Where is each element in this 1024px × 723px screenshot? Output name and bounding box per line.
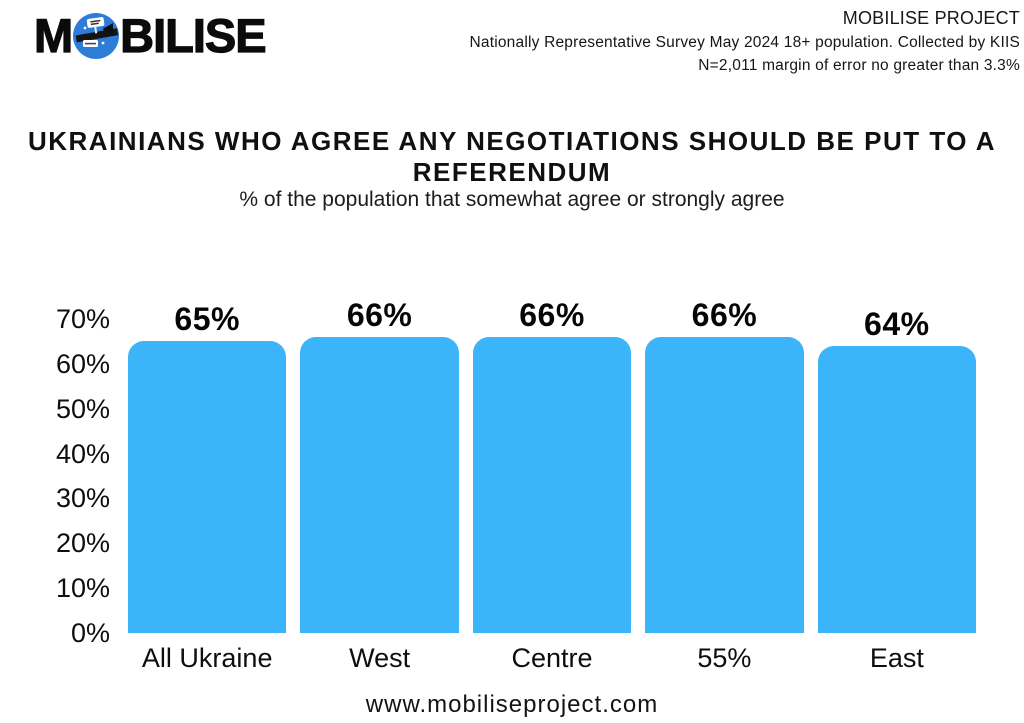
chart-title-line-2: REFERENDUM [412,157,612,187]
y-tick-label: 70% [55,304,110,334]
bar-column: 66% [300,280,459,633]
y-tick-label: 60% [55,348,110,379]
chart-title: UKRAINIANS WHO AGREE ANY NEGOTIATIONS SH… [0,126,1024,188]
bar-data-label: 66% [346,297,413,333]
x-category-label: Centre [511,643,593,673]
bar [645,337,804,633]
logo-text-prefix: M [33,8,73,62]
x-axis-labels: All Ukraine West Centre 55% East [128,643,976,674]
chart-title-line-1: UKRAINIANS WHO AGREE ANY NEGOTIATIONS SH… [27,126,997,156]
chart-subtitle: % of the population that somewhat agree … [239,188,785,211]
bar-column: 64% [817,280,977,633]
y-tick-label: 0% [70,618,110,648]
bar [128,341,287,633]
y-tick-label: 40% [55,438,110,469]
header-attribution: MOBILISE PROJECT Nationally Representati… [470,6,1021,77]
y-tick-label: 20% [55,528,110,559]
bar-data-label: 66% [519,297,585,333]
x-category-label: 55% [697,643,752,673]
project-name: MOBILISE PROJECT [842,8,1020,28]
bar-chart: 65% 66% 66% 66% 64% [128,280,977,633]
bar-column: 66% [645,280,804,633]
logo-text-suffix: BILISE [120,8,268,62]
bar [472,337,632,633]
y-tick-label: 50% [55,393,110,424]
x-category-label: All Ukraine [141,643,273,673]
survey-info: Nationally Representative Survey May 202… [469,34,1020,51]
bar-column: 65% [128,280,287,633]
bar-column: 66% [472,280,632,633]
x-category-label: East [869,643,924,673]
bar-data-label: 65% [174,301,240,337]
globe-icon [73,12,120,59]
mobilise-logo: M BILISE [33,8,268,63]
website-url: www.mobiliseproject.com [365,691,659,718]
bar-data-label: 66% [691,297,758,333]
bar [300,337,459,633]
y-tick-label: 10% [55,573,110,604]
sample-info: N=2,011 margin of error no greater than … [698,57,1020,74]
y-tick-label: 30% [55,483,110,514]
bar-data-label: 64% [864,306,930,342]
x-category-label: West [349,643,411,673]
bar [817,346,977,633]
